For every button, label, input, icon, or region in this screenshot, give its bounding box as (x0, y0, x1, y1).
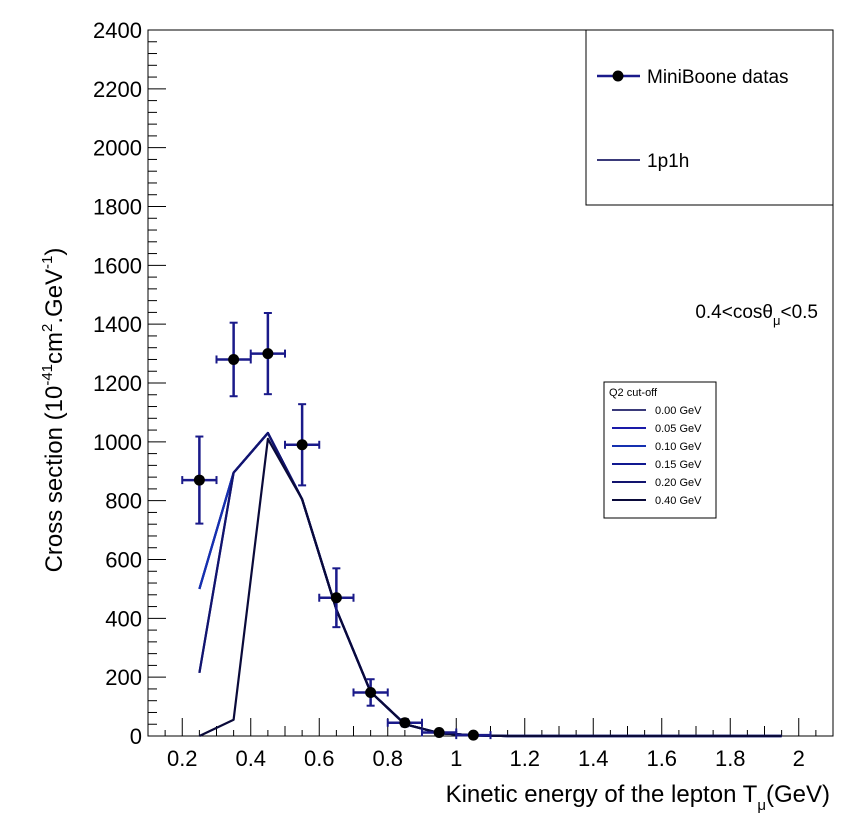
miniboone-data-points (181, 311, 492, 741)
data-point (455, 729, 492, 741)
q2-cutoff-legend: Q2 cut-off 0.00 GeV 0.05 GeV 0.10 GeV 0.15 … (603, 381, 717, 519)
x-tick-label: 1.6 (646, 746, 677, 771)
data-point (181, 435, 218, 525)
y-tick-label: 1600 (93, 253, 142, 278)
x-tick-label: 1.2 (509, 746, 540, 771)
y-tick-label: 1000 (93, 430, 142, 455)
x-tick-label: 1 (450, 746, 462, 771)
q2-legend-label: 0.05 GeV (655, 423, 702, 435)
y-tick-label: 800 (105, 489, 142, 514)
q2-legend-entries: 0.00 GeV 0.05 GeV 0.10 GeV 0.15 GeV 0.20 GeV… (612, 405, 702, 507)
y-tick-label: 0 (130, 724, 142, 749)
legend-data-marker (612, 70, 624, 82)
data-marker (296, 439, 308, 451)
y-tick-label: 200 (105, 665, 142, 690)
y-tick-label: 600 (105, 548, 142, 573)
data-marker (193, 474, 205, 486)
cos-theta-annotation: 0.4<cosθμ<0.5 (695, 302, 818, 328)
data-marker (433, 726, 445, 738)
x-tick-label: 1.4 (578, 746, 609, 771)
data-point (249, 311, 286, 396)
q2-legend-label: 0.20 GeV (655, 477, 702, 489)
q2-legend-title: Q2 cut-off (609, 387, 658, 399)
y-tick-label: 1400 (93, 312, 142, 337)
q2-legend-label: 0.40 GeV (655, 495, 702, 507)
y-axis-ticks (148, 41, 166, 725)
y-tick-label: 400 (105, 606, 142, 631)
legend-label-1p1h: 1p1h (647, 151, 689, 172)
y-tick-label: 2200 (93, 77, 142, 102)
y-tick-label: 2000 (93, 136, 142, 161)
y-tick-label: 2400 (93, 18, 142, 43)
data-point (386, 717, 423, 729)
x-tick-label: 0.8 (372, 746, 403, 771)
x-tick-label: 2 (793, 746, 805, 771)
data-point (318, 567, 355, 629)
data-marker (330, 592, 342, 604)
data-marker (467, 729, 479, 741)
main-legend-box (585, 29, 834, 206)
data-marker (399, 717, 411, 729)
data-marker (262, 348, 274, 360)
y-tick-label: 1800 (93, 195, 142, 220)
q2-legend-label: 0.00 GeV (655, 405, 702, 417)
x-axis-title: Kinetic energy of the lepton Tμ(GeV) (446, 781, 830, 814)
x-tick-label: 0.4 (235, 746, 266, 771)
x-axis-tick-labels: 0.2 0.4 0.6 0.8 1 1.2 1.4 1.6 1.8 2 (167, 746, 805, 771)
x-tick-label: 1.8 (715, 746, 746, 771)
legend-label-data: MiniBoone datas (647, 67, 789, 88)
data-point (215, 321, 252, 398)
x-tick-label: 0.2 (167, 746, 198, 771)
q2-legend-box (603, 381, 717, 519)
y-tick-label: 1200 (93, 371, 142, 396)
y-axis-tick-labels: 0 200 400 600 800 1000 1200 1400 1600 1800 2000 220… (93, 18, 142, 749)
x-tick-label: 0.6 (304, 746, 335, 771)
q2-legend-label: 0.10 GeV (655, 441, 702, 453)
data-point (352, 678, 389, 707)
q2-legend-label: 0.15 GeV (655, 459, 702, 471)
main-legend: MiniBoone datas 1p1h (585, 29, 834, 206)
y-axis-title: Cross section (10-41cm2.GeV-1) (39, 248, 68, 573)
data-point (284, 403, 321, 487)
data-marker (365, 686, 377, 698)
data-marker (228, 353, 240, 365)
